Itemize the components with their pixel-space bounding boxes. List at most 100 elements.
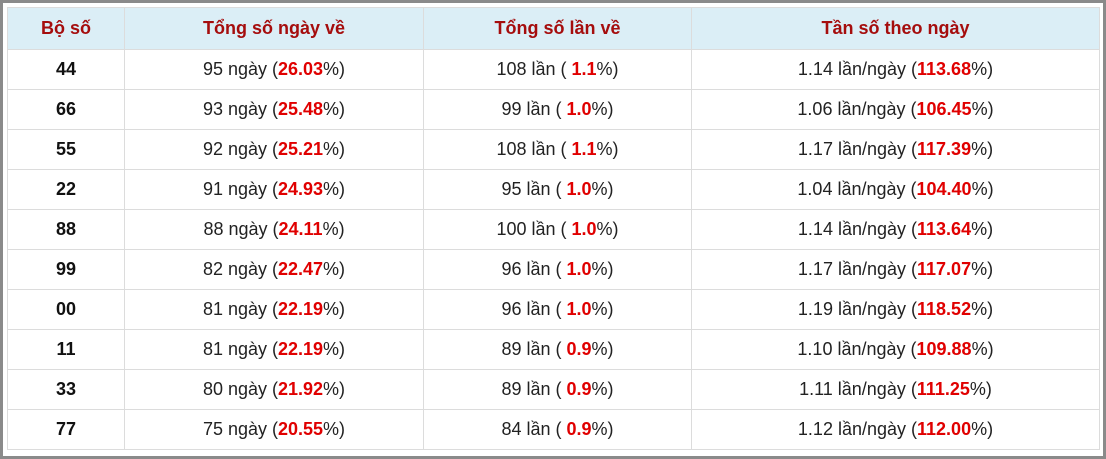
code-cell: 77 [7,409,125,450]
cell-text: 100 lần ( [496,219,572,239]
percent-value: 20.55 [278,419,324,439]
cell-text: 1.04 lần/ngày ( [797,179,917,199]
stat-cell: 108 lần ( 1.1%) [423,129,692,170]
code-cell: 33 [7,369,125,410]
stat-cell: 81 ngày (22.19%) [124,329,424,370]
cell-text: 1.11 lần/ngày ( [799,379,917,399]
percent-value: 1.0 [571,219,597,239]
stat-cell: 80 ngày (21.92%) [124,369,424,410]
cell-text: 108 lần ( [496,139,572,159]
cell-text: %) [596,139,619,159]
cell-text: %) [323,419,346,439]
percent-value: 1.0 [566,99,592,119]
percent-value: 106.45 [916,99,972,119]
cell-text: 1.17 lần/ngày ( [797,139,918,159]
cell-text: %) [323,299,346,319]
table-row: 99 82 ngày (22.47%) 96 lần ( 1.0%) 1.17 lần… [7,249,1100,290]
percent-value: 24.11 [278,219,323,239]
cell-text: 99 lần ( [501,99,567,119]
cell-text: %) [323,99,346,119]
code-cell: 55 [7,129,125,170]
stat-cell: 95 ngày (26.03%) [124,49,424,90]
cell-text: %) [323,179,346,199]
cell-text: 108 lần ( [496,59,572,79]
cell-text: %) [971,99,994,119]
stat-cell: 1.12 lần/ngày (112.00%) [691,409,1100,450]
cell-text: 81 ngày ( [202,339,278,359]
cell-text: %) [971,179,994,199]
cell-text: %) [323,139,346,159]
cell-text: 1.17 lần/ngày ( [797,259,918,279]
percent-value: 112.00 [917,419,972,439]
cell-text: 1.19 lần/ngày ( [797,299,918,319]
table-row: 66 93 ngày (25.48%) 99 lần ( 1.0%) 1.06 lần… [7,89,1100,130]
stat-cell: 1.10 lần/ngày (109.88%) [691,329,1100,370]
cell-text: %) [323,259,346,279]
stat-cell: 82 ngày (22.47%) [124,249,424,290]
percent-value: 24.93 [278,179,324,199]
table-row: 77 75 ngày (20.55%) 84 lần ( 0.9%) 1.12 lần… [7,409,1100,450]
stat-cell: 89 lần ( 0.9%) [423,329,692,370]
code-cell: 44 [7,49,125,90]
percent-value: 22.47 [278,259,324,279]
stat-cell: 91 ngày (24.93%) [124,169,424,210]
cell-text: %) [596,59,619,79]
header-cell: Tổng số ngày về [124,7,424,50]
cell-text: 75 ngày ( [202,419,278,439]
percent-value: 1.1 [571,139,597,159]
cell-text: 89 lần ( [501,379,567,399]
percent-value: 109.88 [916,339,972,359]
table-body: 44 95 ngày (26.03%) 108 lần ( 1.1%) 1.14 lầ… [7,49,1100,450]
cell-text: 1.06 lần/ngày ( [797,99,917,119]
cell-text: %) [971,259,994,279]
stat-cell: 75 ngày (20.55%) [124,409,424,450]
header-cell: Bộ số [7,7,125,50]
table-row: 22 91 ngày (24.93%) 95 lần ( 1.0%) 1.04 lần… [7,169,1100,210]
percent-value: 111.25 [916,379,970,399]
percent-value: 1.1 [571,59,597,79]
stat-cell: 84 lần ( 0.9%) [423,409,692,450]
cell-text: %) [591,339,614,359]
cell-text: 88 ngày ( [203,219,279,239]
cell-text: %) [591,299,614,319]
cell-text: 81 ngày ( [202,299,278,319]
cell-text: %) [596,219,619,239]
table-row: 88 88 ngày (24.11%) 100 lần ( 1.0%) 1.14 lầ… [7,209,1100,250]
percent-value: 25.21 [278,139,324,159]
cell-text: %) [971,59,994,79]
cell-text: %) [591,379,614,399]
cell-text: 82 ngày ( [202,259,278,279]
stat-cell: 1.14 lần/ngày (113.64%) [691,209,1100,250]
percent-value: 0.9 [566,379,592,399]
cell-text: %) [971,139,994,159]
cell-text: %) [591,99,614,119]
percent-value: 0.9 [566,339,592,359]
stat-cell: 95 lần ( 1.0%) [423,169,692,210]
percent-value: 26.03 [278,59,324,79]
cell-text: %) [591,419,614,439]
stat-cell: 96 lần ( 1.0%) [423,249,692,290]
code-cell: 00 [7,289,125,330]
table-row: 11 81 ngày (22.19%) 89 lần ( 0.9%) 1.10 lần… [7,329,1100,370]
cell-text: %) [591,179,614,199]
cell-text: 91 ngày ( [202,179,278,199]
header-cell: Tần số theo ngày [691,7,1100,50]
cell-text: 1.10 lần/ngày ( [797,339,917,359]
header-cell: Tổng số lần về [423,7,692,50]
cell-text: %) [591,259,614,279]
percent-value: 113.64 [917,219,972,239]
stat-cell: 99 lần ( 1.0%) [423,89,692,130]
cell-text: 96 lần ( [501,299,567,319]
percent-value: 118.52 [917,299,972,319]
code-cell: 22 [7,169,125,210]
stat-cell: 1.19 lần/ngày (118.52%) [691,289,1100,330]
cell-text: 1.14 lần/ngày ( [797,219,918,239]
stat-cell: 108 lần ( 1.1%) [423,49,692,90]
stats-table: Bộ số Tổng số ngày về Tổng số lần về Tần số… [7,7,1100,450]
cell-text: 96 lần ( [501,259,567,279]
cell-text: 80 ngày ( [202,379,278,399]
stat-cell: 81 ngày (22.19%) [124,289,424,330]
stat-cell: 1.06 lần/ngày (106.45%) [691,89,1100,130]
table-row: 44 95 ngày (26.03%) 108 lần ( 1.1%) 1.14 lầ… [7,49,1100,90]
